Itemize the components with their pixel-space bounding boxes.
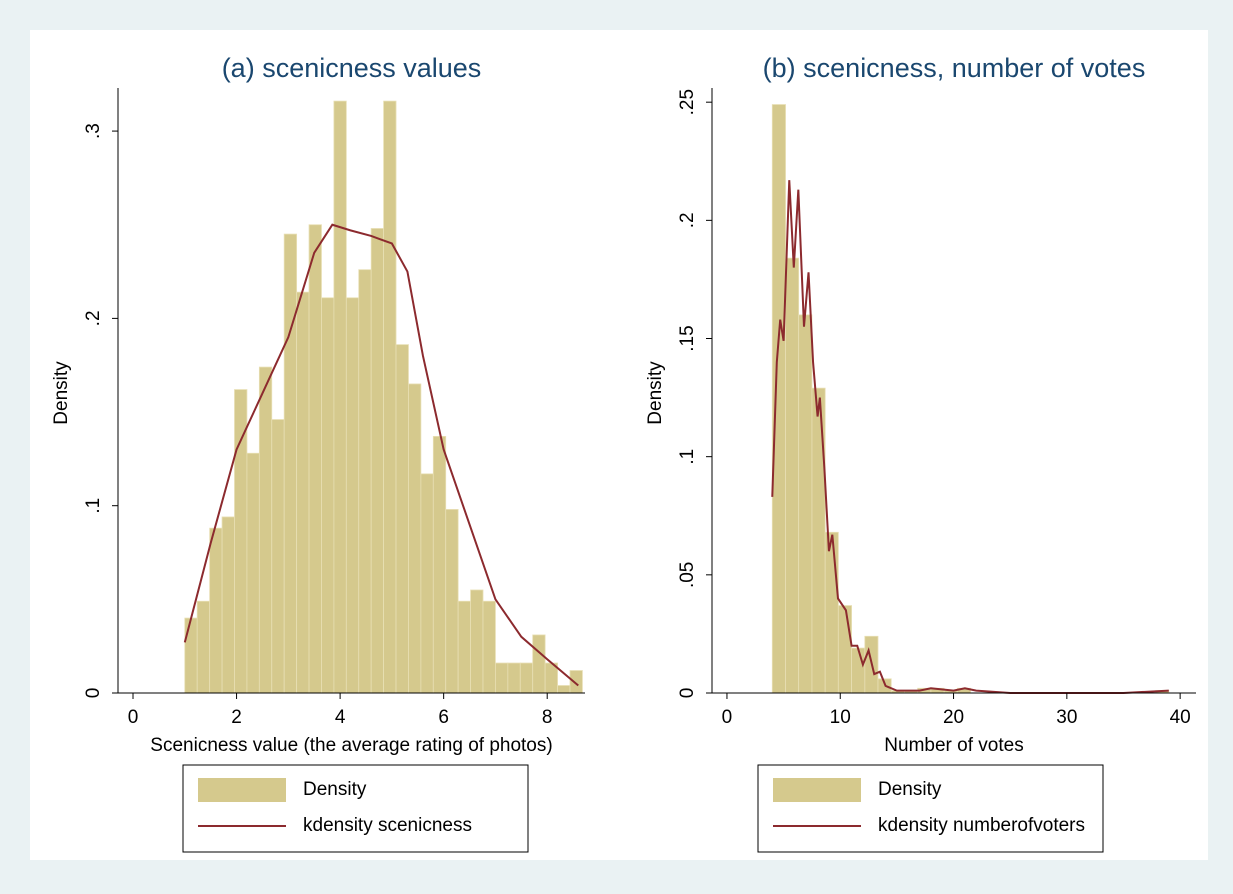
legend-swatch xyxy=(773,778,861,802)
x-axis-label: Scenicness value (the average rating of … xyxy=(150,735,552,756)
bar xyxy=(358,269,372,694)
bar xyxy=(482,600,496,694)
bar xyxy=(246,452,260,694)
bar xyxy=(333,100,347,694)
y-tick-label: .2 xyxy=(83,310,104,326)
x-tick-label: 2 xyxy=(231,707,242,728)
legend-label: kdensity numberofvoters xyxy=(878,815,1085,836)
bar xyxy=(569,670,583,694)
legend-label: kdensity scenicness xyxy=(303,815,472,836)
figure-panel xyxy=(30,30,1208,860)
y-tick-label: .15 xyxy=(677,325,698,351)
bar xyxy=(771,104,786,694)
bar xyxy=(470,589,484,694)
y-tick-label: 0 xyxy=(83,688,104,699)
legend-swatch xyxy=(198,778,286,802)
legend-label: Density xyxy=(303,779,367,800)
bar xyxy=(824,531,839,694)
bar xyxy=(271,419,285,694)
bar xyxy=(408,383,422,694)
bar xyxy=(184,617,198,694)
bar xyxy=(234,389,248,694)
bar xyxy=(432,435,447,694)
bar xyxy=(308,224,322,694)
bar xyxy=(196,600,211,694)
x-tick-label: 0 xyxy=(722,707,733,728)
y-tick-label: .2 xyxy=(677,212,698,228)
y-tick-label: .05 xyxy=(677,562,698,588)
bar xyxy=(532,634,546,694)
bar xyxy=(420,473,434,694)
x-tick-label: 0 xyxy=(128,707,139,728)
bar xyxy=(221,516,235,694)
y-axis-label: Density xyxy=(51,361,72,425)
x-tick-label: 4 xyxy=(335,707,346,728)
legend-label: Density xyxy=(878,779,942,800)
x-tick-label: 30 xyxy=(1056,707,1077,728)
bar xyxy=(495,662,509,694)
y-tick-label: .25 xyxy=(677,89,698,115)
bar xyxy=(798,314,813,694)
x-tick-label: 6 xyxy=(438,707,449,728)
bar xyxy=(283,233,298,694)
density-line xyxy=(771,180,1169,694)
y-tick-label: .3 xyxy=(83,123,104,139)
bar xyxy=(507,662,521,694)
y-axis-label: Density xyxy=(645,361,666,425)
bar xyxy=(296,291,310,694)
x-tick-label: 10 xyxy=(830,707,851,728)
bar xyxy=(258,366,273,694)
bar xyxy=(370,228,384,694)
bar xyxy=(383,100,397,694)
x-tick-label: 8 xyxy=(542,707,553,728)
y-tick-label: .1 xyxy=(677,449,698,465)
y-tick-label: .1 xyxy=(83,498,104,514)
bar xyxy=(557,685,571,694)
bar xyxy=(457,600,471,694)
bar xyxy=(785,257,800,694)
y-tick-label: 0 xyxy=(677,688,698,699)
chart-title: (b) scenicness, number of votes xyxy=(763,53,1146,83)
bar xyxy=(851,647,866,694)
density-line xyxy=(183,223,579,687)
bar xyxy=(445,509,459,694)
bar xyxy=(395,344,409,694)
x-axis-label: Number of votes xyxy=(884,735,1023,756)
bar xyxy=(519,662,534,694)
bar xyxy=(837,605,852,694)
chart-title: (a) scenicness values xyxy=(222,53,482,83)
bar xyxy=(209,527,223,694)
x-tick-label: 40 xyxy=(1170,707,1191,728)
bar xyxy=(321,297,335,694)
x-tick-label: 20 xyxy=(943,707,964,728)
bar xyxy=(811,387,826,694)
bar xyxy=(345,297,360,694)
